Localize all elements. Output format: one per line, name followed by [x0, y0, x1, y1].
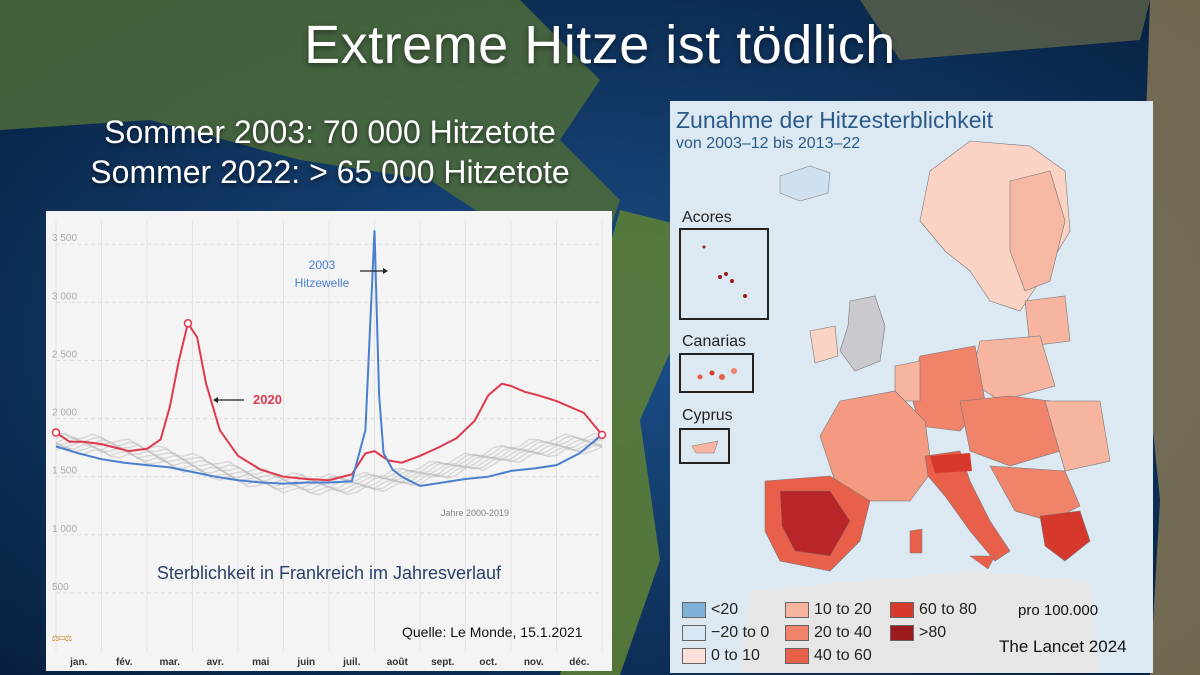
legend-item: −20 to 0: [682, 624, 769, 642]
legend-item: <20: [682, 601, 738, 619]
legend-item: 60 to 80: [890, 601, 977, 619]
x-tick-label: jan.: [69, 657, 87, 668]
france-shape: [819, 390, 933, 502]
europe-map: [670, 101, 1153, 673]
sicily-shape: [969, 555, 996, 570]
sardinia-shape: [909, 528, 923, 554]
x-tick-label: mar.: [159, 657, 180, 668]
annotation-hitzewelle: Hitzewelle: [295, 276, 350, 290]
series-marker-2020: [51, 428, 61, 437]
legend-item: 20 to 40: [785, 624, 872, 642]
x-tick-label: juil.: [342, 657, 360, 668]
heat-mortality-map-panel: Zunahme der Hitzesterblichkeit von 2003–…: [670, 101, 1153, 673]
logo-icon: ⚖▭⚖: [52, 631, 72, 644]
mortality-chart: 3 500 3 000 2 500 2 000 1 500 1 000 500 jan. fé…: [51, 221, 607, 668]
iceland-shape: [779, 165, 831, 202]
series-line-2020: [55, 320, 603, 482]
finland-shape: [1009, 170, 1066, 292]
legend-item: 0 to 10: [682, 647, 760, 665]
x-tick-label: déc.: [569, 657, 589, 668]
baseline-label: Jahre 2000-2019: [441, 508, 510, 518]
x-tick-label: oct.: [479, 657, 497, 668]
series-line-2003: [55, 230, 603, 488]
arrow-head-icon: [383, 268, 388, 274]
y-tick-label: 1 500: [52, 466, 77, 477]
x-tick-label: fév.: [116, 657, 133, 668]
arrow-head-icon: [213, 397, 218, 403]
inset-label-canarias: Canarias: [682, 333, 747, 350]
x-tick-label: avr.: [207, 657, 224, 668]
subtitle-line-2003: Sommer 2003: 70 000 Hitzetote: [104, 114, 556, 150]
map-unit-label: pro 100.000: [1018, 602, 1099, 619]
y-tick-label: 3 500: [52, 233, 77, 244]
y-tick-label: 1 000: [52, 524, 77, 535]
subtitle-line-2022: Sommer 2022: > 65 000 Hitzetote: [90, 154, 570, 190]
map-source: The Lancet 2024: [999, 637, 1127, 656]
inset-label-acores: Acores: [682, 209, 732, 226]
po-valley-shape: [930, 453, 972, 473]
slide-title: Extreme Hitze ist tödlich: [304, 15, 896, 75]
y-tick-label: 3 000: [52, 291, 77, 302]
x-tick-label: août: [387, 657, 409, 668]
greece-shape: [1039, 510, 1091, 562]
legend-item: 10 to 20: [785, 601, 872, 619]
y-tick-label: 500: [52, 582, 69, 593]
uk-shape: [839, 295, 886, 372]
y-tick-label: 2 500: [52, 349, 77, 360]
map-subtitle: von 2003–12 bis 2013–22: [676, 135, 861, 152]
romania-shape: [1044, 400, 1111, 472]
ireland-shape: [809, 325, 839, 364]
chart-source: Quelle: Le Monde, 15.1.2021: [402, 624, 583, 640]
benelux-shape: [894, 360, 921, 402]
x-tick-label: sept.: [431, 657, 455, 668]
legend-item: >80: [890, 624, 946, 642]
baltic-shape: [1024, 295, 1071, 347]
x-tick-label: mai: [252, 657, 269, 668]
spain-core-shape: [779, 490, 851, 557]
annotation-2020: 2020: [253, 392, 282, 407]
map-title: Zunahme der Hitzesterblichkeit: [676, 107, 994, 133]
inset-canarias-frame: [679, 353, 754, 393]
annotation-2003: 2003: [309, 258, 336, 272]
mortality-chart-panel: 3 500 3 000 2 500 2 000 1 500 1 000 500 jan. fé…: [46, 211, 612, 671]
legend-item: 40 to 60: [785, 647, 872, 665]
chart-caption: Sterblichkeit in Frankreich im Jahresver…: [156, 563, 502, 583]
inset-label-cyprus: Cyprus: [682, 407, 733, 424]
baseline-series-line: [55, 433, 603, 484]
y-tick-label: 2 000: [52, 408, 77, 419]
x-tick-label: juin: [296, 657, 315, 668]
series-marker-2020: [597, 430, 607, 440]
north-africa-shape: [740, 571, 1100, 673]
series-marker-2020: [183, 319, 193, 328]
x-tick-label: nov.: [524, 657, 544, 668]
